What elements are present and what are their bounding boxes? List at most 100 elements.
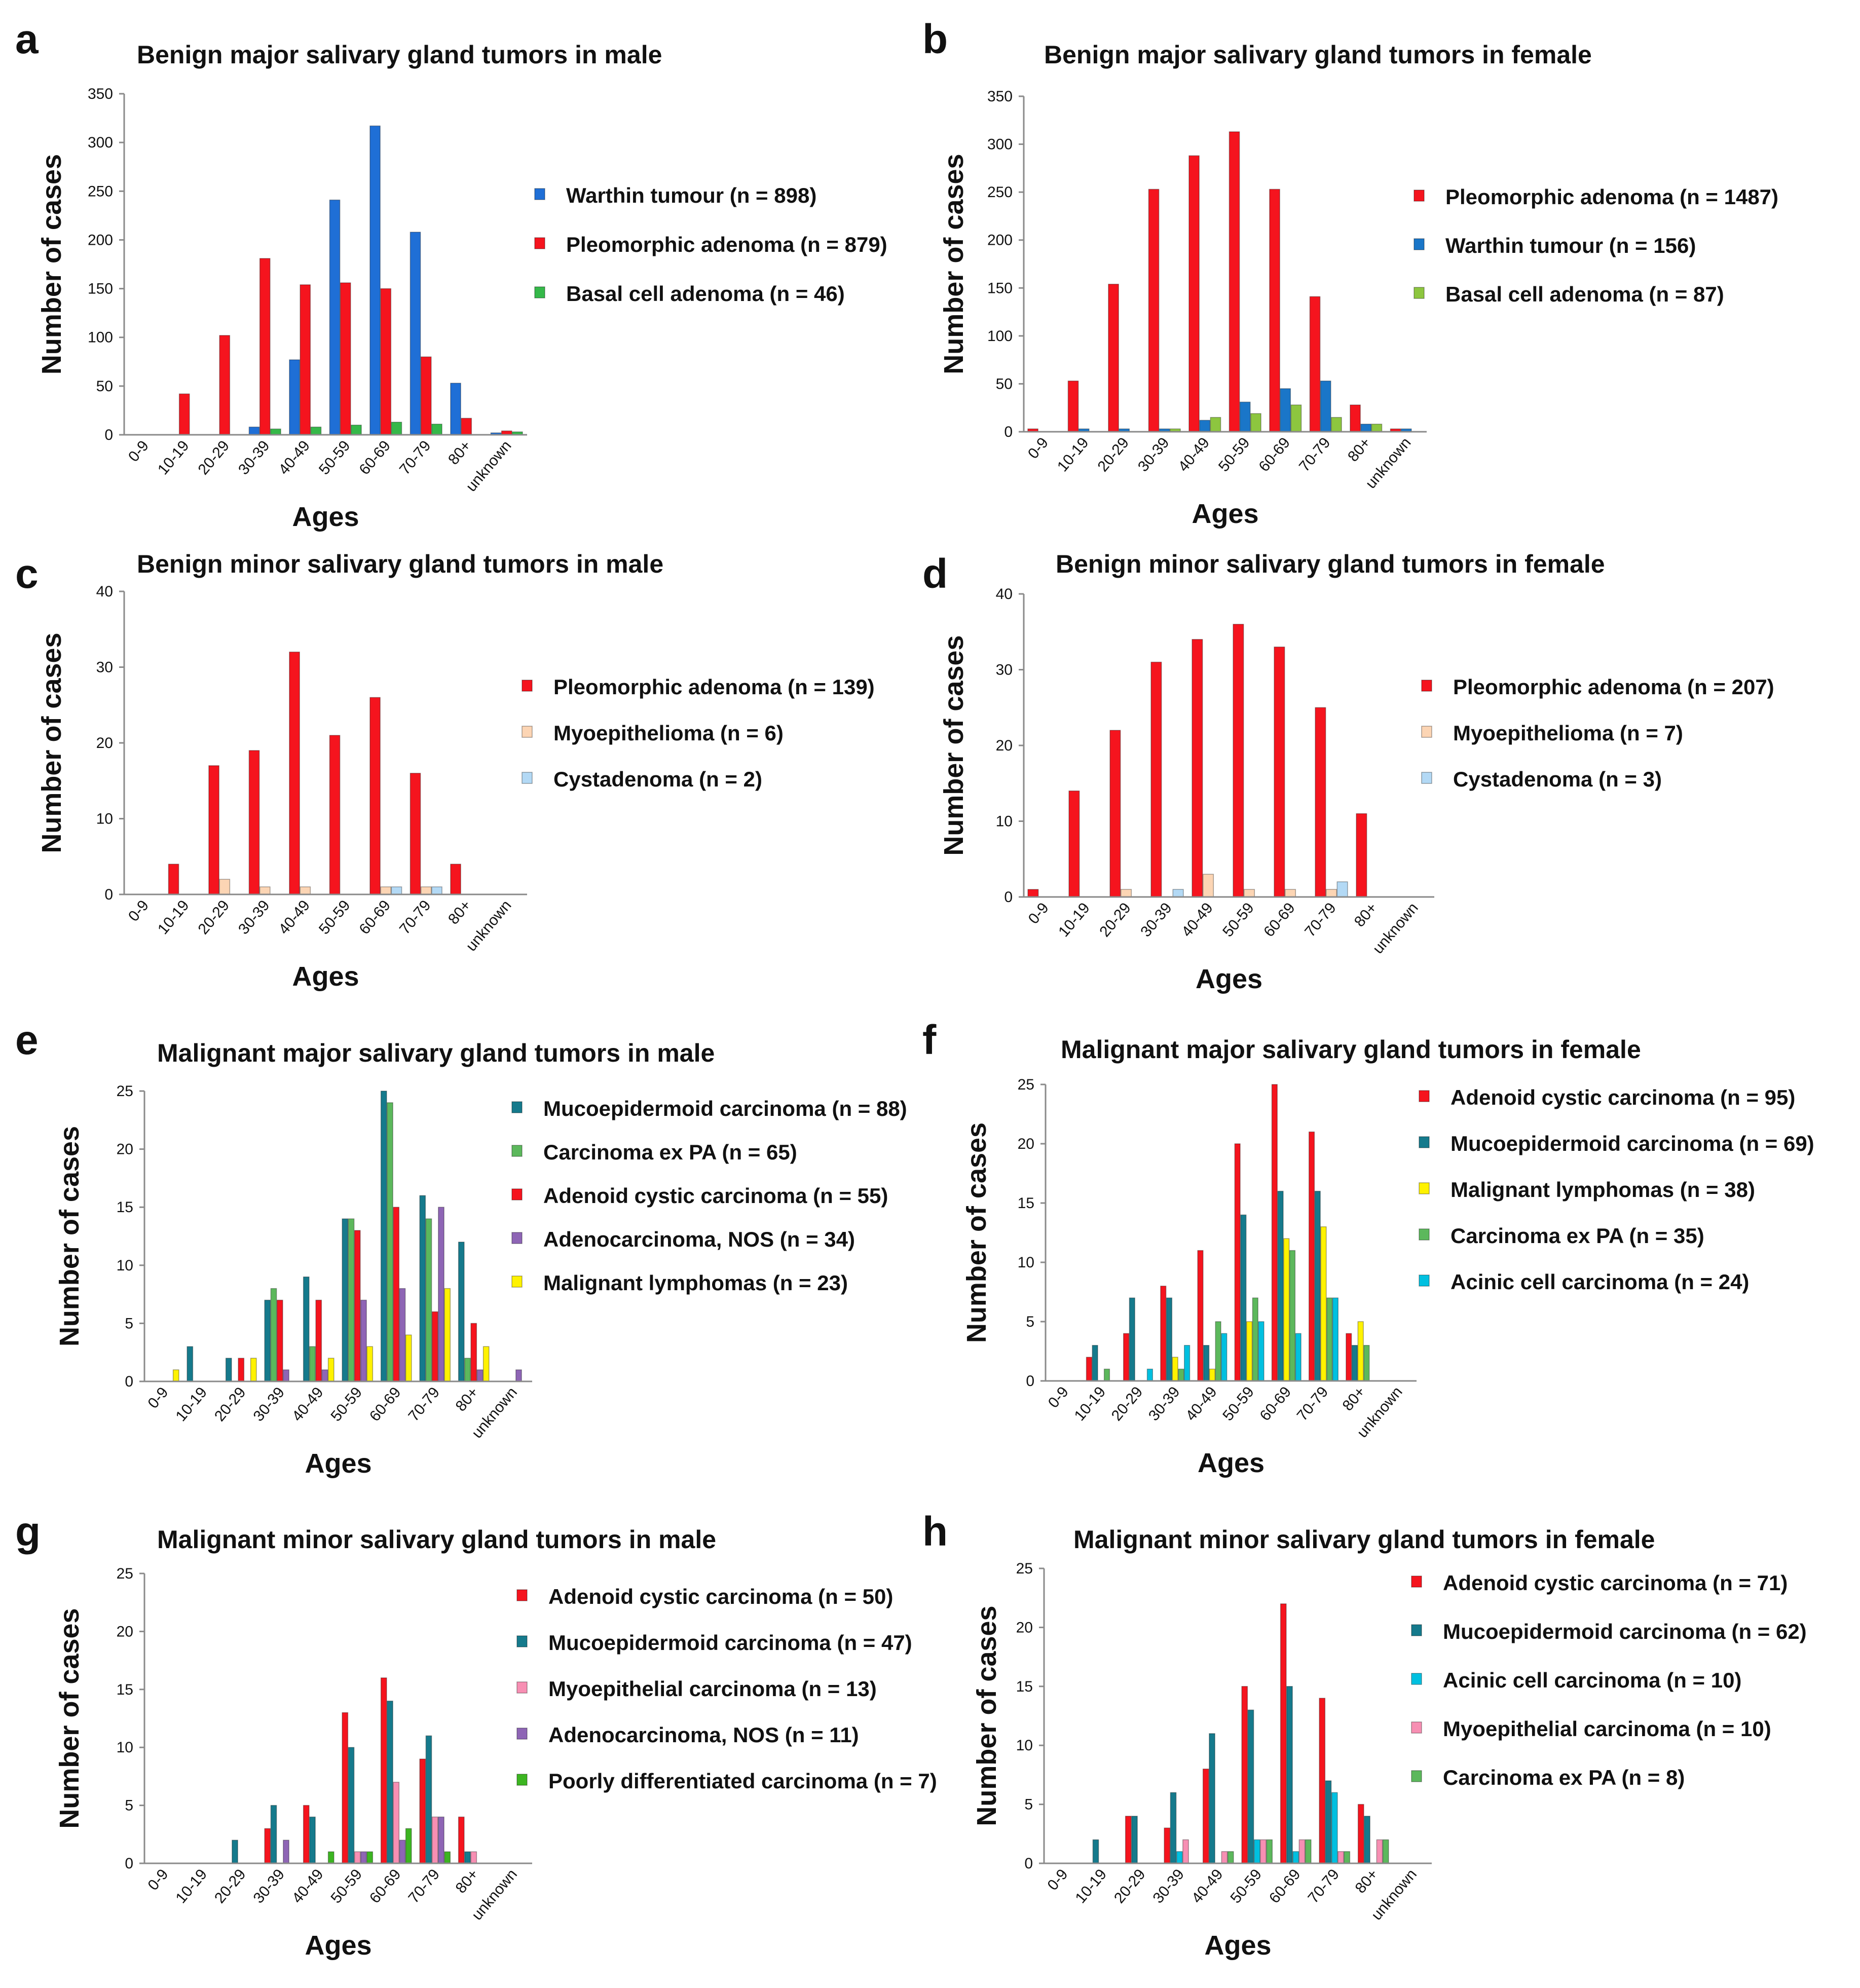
bar bbox=[1125, 1816, 1132, 1864]
y-tick-label: 30 bbox=[996, 662, 1013, 679]
bar bbox=[270, 428, 281, 435]
x-axis-label: Ages bbox=[305, 1930, 371, 1961]
y-tick-label: 300 bbox=[88, 134, 113, 151]
x-tick-label: 50-59 bbox=[1227, 1866, 1266, 1906]
bar bbox=[1298, 1839, 1306, 1864]
bar bbox=[342, 1712, 349, 1864]
bar bbox=[310, 426, 322, 435]
bar bbox=[464, 1851, 471, 1864]
panel-letter: d bbox=[922, 551, 948, 597]
bar bbox=[1164, 1827, 1171, 1864]
bar bbox=[264, 1828, 271, 1864]
bar bbox=[1150, 661, 1162, 897]
bar bbox=[1176, 1851, 1183, 1864]
bar bbox=[354, 1230, 361, 1382]
bar bbox=[283, 1840, 289, 1864]
bar bbox=[1274, 646, 1285, 897]
legend-swatch bbox=[1413, 238, 1425, 250]
bar bbox=[248, 426, 260, 435]
legend-label: Carcinoma ex PA (n = 8) bbox=[1443, 1766, 1685, 1789]
bar bbox=[1331, 417, 1342, 432]
bar bbox=[1320, 381, 1331, 432]
x-tick-label: 80+ bbox=[1351, 899, 1381, 930]
bar bbox=[1247, 1709, 1254, 1864]
bar bbox=[1292, 1851, 1299, 1864]
y-axis-label: Number of cases bbox=[939, 154, 969, 374]
bar bbox=[1068, 790, 1080, 897]
chart-panel-a: a Benign major salivary gland tumors in m… bbox=[15, 16, 887, 532]
x-tick-label: 0-9 bbox=[144, 1384, 171, 1411]
bar bbox=[1295, 1333, 1301, 1381]
bar bbox=[1146, 1368, 1154, 1381]
bar bbox=[172, 1369, 179, 1382]
bar bbox=[1131, 1816, 1138, 1864]
legend-label: Myoepithelial carcinoma (n = 10) bbox=[1443, 1717, 1771, 1741]
x-tick-label: 0-9 bbox=[1025, 434, 1052, 462]
bar bbox=[289, 359, 300, 435]
x-tick-label: 30-39 bbox=[1135, 434, 1173, 475]
y-tick-label: 50 bbox=[96, 378, 113, 395]
bar bbox=[391, 422, 402, 435]
y-tick-label: 25 bbox=[117, 1083, 133, 1100]
legend-label: Poorly differentiated carcinoma (n = 7) bbox=[548, 1769, 937, 1793]
bar bbox=[1170, 1792, 1177, 1864]
y-tick-label: 15 bbox=[1018, 1195, 1034, 1212]
bar bbox=[238, 1358, 245, 1382]
y-tick-label: 5 bbox=[1024, 1796, 1033, 1813]
y-tick-label: 0 bbox=[1004, 424, 1013, 440]
y-tick-label: 350 bbox=[987, 88, 1013, 105]
y-axis-label: Number of cases bbox=[36, 154, 67, 374]
y-tick-label: 200 bbox=[88, 232, 113, 248]
bar bbox=[208, 765, 219, 895]
x-tick-label: 50-59 bbox=[1219, 1383, 1257, 1424]
bar bbox=[393, 1782, 400, 1864]
bar bbox=[515, 1369, 522, 1382]
legend-swatch bbox=[522, 726, 533, 738]
bar bbox=[1243, 889, 1255, 897]
bar bbox=[410, 773, 421, 895]
bar bbox=[1325, 1780, 1332, 1864]
bar bbox=[1337, 1851, 1344, 1864]
bar bbox=[380, 288, 392, 435]
legend-swatch bbox=[516, 1635, 528, 1647]
bar bbox=[1086, 1357, 1092, 1381]
x-tick-label: 80+ bbox=[1352, 1866, 1382, 1896]
x-tick-label: 60-69 bbox=[1260, 899, 1298, 940]
bar bbox=[187, 1346, 194, 1382]
bar bbox=[276, 1299, 283, 1382]
legend-label: Adenoid cystic carcinoma (n = 50) bbox=[548, 1585, 893, 1608]
x-tick-label: 10-19 bbox=[1054, 434, 1092, 475]
y-tick-label: 0 bbox=[104, 886, 113, 903]
bar bbox=[264, 1299, 271, 1382]
bar bbox=[425, 1218, 432, 1382]
legend-swatch bbox=[1411, 1770, 1422, 1782]
x-tick-label: 30-39 bbox=[1150, 1866, 1188, 1906]
legend-label: Mucoepidermoid carcinoma (n = 62) bbox=[1443, 1620, 1807, 1643]
x-tick-label: 70-79 bbox=[1294, 1383, 1332, 1424]
bar bbox=[342, 1218, 349, 1382]
panel-letter: g bbox=[15, 1509, 41, 1555]
bar bbox=[351, 425, 362, 435]
bar bbox=[431, 1311, 438, 1382]
bar bbox=[225, 1358, 232, 1382]
bar bbox=[387, 1102, 393, 1382]
bar bbox=[309, 1346, 316, 1382]
bar bbox=[1309, 296, 1321, 432]
bar bbox=[1371, 424, 1383, 432]
chart-panel-g: g Malignant minor salivary gland tumors i… bbox=[15, 1509, 937, 1961]
bar bbox=[1344, 1851, 1351, 1864]
bar bbox=[444, 1851, 451, 1864]
legend-label: Pleomorphic adenoma (n = 879) bbox=[566, 233, 887, 256]
legend-label: Malignant lymphomas (n = 23) bbox=[543, 1271, 848, 1295]
legend-swatch bbox=[1419, 1090, 1430, 1102]
x-tick-label: 10-19 bbox=[1055, 899, 1093, 940]
bar bbox=[1092, 1839, 1099, 1864]
y-tick-label: 0 bbox=[1026, 1373, 1034, 1390]
bar bbox=[309, 1816, 316, 1864]
bar bbox=[360, 1851, 367, 1864]
legend-swatch bbox=[511, 1101, 523, 1113]
y-tick-label: 25 bbox=[117, 1565, 133, 1582]
bar bbox=[168, 864, 179, 895]
bar bbox=[1250, 413, 1261, 432]
legend-swatch bbox=[1411, 1624, 1422, 1636]
